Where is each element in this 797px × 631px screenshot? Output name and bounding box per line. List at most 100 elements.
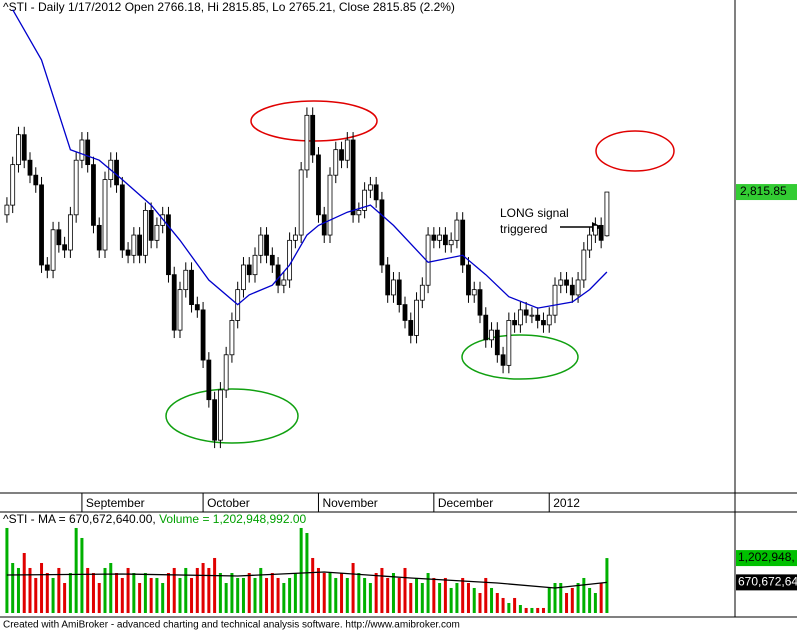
volume-bar xyxy=(443,577,447,613)
volume-bar xyxy=(345,577,349,613)
candle-body xyxy=(79,139,85,161)
candle-body xyxy=(304,114,310,171)
volume-bar xyxy=(570,587,574,613)
candle-body xyxy=(512,320,518,326)
y-tick-box xyxy=(736,574,797,591)
volume-bar xyxy=(547,587,551,613)
volume-bar xyxy=(91,573,95,613)
highlight-ellipse xyxy=(595,130,675,172)
volume-bar xyxy=(432,577,436,613)
volume-bar xyxy=(51,577,55,613)
volume-bar xyxy=(265,577,269,613)
candle-body xyxy=(419,284,425,301)
volume-bar xyxy=(230,573,234,613)
candle-body xyxy=(281,279,287,286)
volume-bar xyxy=(28,567,32,613)
candle-body xyxy=(16,134,21,166)
volume-bar xyxy=(155,577,159,613)
volume-bar xyxy=(391,573,395,613)
candle-body xyxy=(287,239,293,281)
volume-bar xyxy=(224,583,228,613)
volume-bar xyxy=(16,567,20,613)
volume-bar xyxy=(386,577,390,613)
volume-bar xyxy=(5,527,9,613)
volume-bar xyxy=(334,577,338,613)
candle-body xyxy=(91,164,96,226)
volume-bar xyxy=(374,573,378,613)
candle-body xyxy=(517,309,523,326)
volume-subtitle: Volume = 1,202,948,992.00 xyxy=(159,512,306,526)
volume-bar xyxy=(288,577,292,613)
volume-bar xyxy=(241,577,245,613)
candle-body xyxy=(264,234,269,256)
candle-body xyxy=(362,189,368,211)
volume-bar xyxy=(120,577,124,613)
candle-body xyxy=(344,139,350,161)
x-tick-label: October xyxy=(207,496,250,510)
volume-bar xyxy=(207,567,211,613)
candle-body xyxy=(466,264,471,296)
candle-body xyxy=(10,164,16,206)
volume-bar xyxy=(103,567,107,613)
candle-body xyxy=(442,234,448,246)
volume-bar xyxy=(328,573,332,613)
candle-body xyxy=(489,329,494,341)
candle-body xyxy=(310,114,316,156)
candle-body xyxy=(321,214,327,236)
candle-body xyxy=(587,234,593,251)
candle-body xyxy=(258,234,264,256)
volume-bar xyxy=(138,583,142,613)
volume-bar xyxy=(282,583,286,613)
highlight-ellipse xyxy=(461,334,579,380)
candle-body xyxy=(541,320,546,326)
candle-body xyxy=(592,224,598,236)
volume-bar xyxy=(178,577,182,613)
volume-bar xyxy=(195,567,199,613)
candle-body xyxy=(252,254,258,276)
volume-bar xyxy=(172,567,176,613)
x-tick-label: December xyxy=(438,496,493,510)
volume-bar xyxy=(115,573,119,613)
candle-body xyxy=(333,149,339,176)
candle-body xyxy=(483,314,489,341)
y-tick-label: 1,202,948, xyxy=(738,550,795,564)
candle-body xyxy=(142,210,148,256)
volume-bar xyxy=(253,577,257,613)
candle-body xyxy=(500,354,506,366)
candle-body xyxy=(454,219,460,241)
candle-body xyxy=(356,210,362,216)
volume-bar xyxy=(438,583,442,613)
candle-body xyxy=(471,289,477,296)
volume-bar xyxy=(40,563,44,613)
volume-bar xyxy=(218,573,222,613)
candle-body xyxy=(4,204,10,216)
candle-body xyxy=(206,359,212,401)
volume-bar xyxy=(605,558,609,613)
candle-body xyxy=(275,264,281,286)
candle-body xyxy=(575,279,581,296)
volume-bar xyxy=(472,587,476,613)
volume-bar xyxy=(513,597,517,613)
volume-bar xyxy=(201,563,205,613)
volume-bar xyxy=(363,577,367,613)
y-tick-box xyxy=(736,184,797,201)
candle-body xyxy=(373,184,379,201)
volume-bar xyxy=(299,527,303,613)
volume-bar xyxy=(593,593,597,613)
candle-body xyxy=(73,159,79,216)
candle-body xyxy=(402,304,408,321)
candle-body xyxy=(316,154,321,216)
candle-body xyxy=(546,314,552,326)
candle-body xyxy=(114,159,119,186)
volume-bar xyxy=(149,577,153,613)
volume-bar xyxy=(80,537,84,613)
candle-body xyxy=(21,134,27,161)
annotation: triggered xyxy=(500,222,547,236)
candle-body xyxy=(194,304,200,311)
candle-body xyxy=(350,139,356,216)
moving-average xyxy=(12,9,608,309)
candle-body xyxy=(154,224,160,241)
candle-body xyxy=(212,399,218,441)
volume-title-text: ^STI - MA = 670,672,640.00, xyxy=(3,512,156,526)
